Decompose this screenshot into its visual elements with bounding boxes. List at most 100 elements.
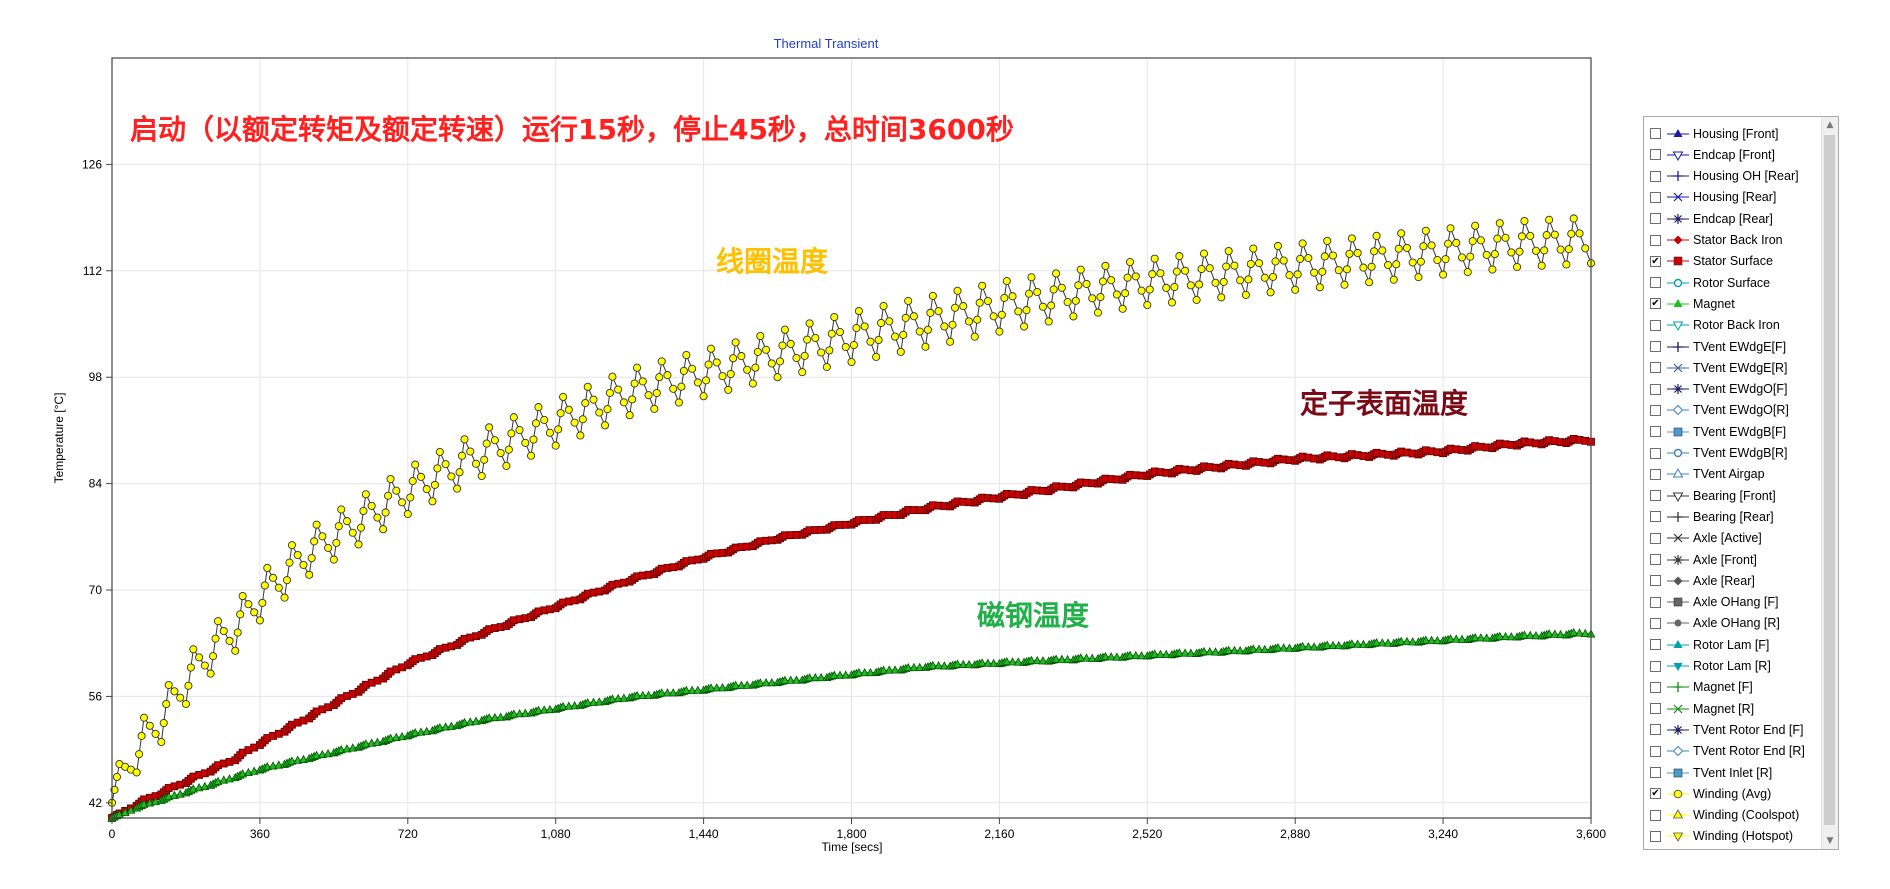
legend-item[interactable]: TVent Inlet [R] — [1650, 762, 1822, 783]
legend-checkbox[interactable] — [1650, 170, 1661, 182]
legend-checkbox[interactable] — [1650, 426, 1661, 438]
legend-checkbox[interactable] — [1650, 639, 1661, 651]
legend-checkbox[interactable]: ✔ — [1650, 298, 1661, 310]
legend-checkbox[interactable] — [1650, 191, 1661, 203]
legend-checkbox[interactable] — [1650, 362, 1661, 374]
data-point — [1217, 293, 1226, 302]
legend-item[interactable]: Housing [Front] — [1650, 123, 1822, 144]
legend-item[interactable]: Axle [Front] — [1650, 549, 1822, 570]
legend-checkbox[interactable] — [1650, 681, 1661, 693]
legend-checkbox[interactable] — [1650, 404, 1661, 416]
data-point — [1260, 644, 1270, 653]
legend-checkbox[interactable] — [1650, 213, 1661, 225]
legend-checkbox[interactable] — [1650, 703, 1661, 715]
legend-label: Winding (Hotspot) — [1693, 829, 1794, 844]
legend-label: Rotor Back Iron — [1693, 318, 1780, 333]
legend-item[interactable]: Bearing [Rear] — [1650, 506, 1822, 527]
annotation-magnet-temperature: 磁钢温度 — [977, 599, 1089, 632]
legend-item[interactable]: TVent EWdgO[R] — [1650, 400, 1822, 421]
legend-checkbox[interactable] — [1650, 277, 1661, 289]
legend-item[interactable]: Endcap [Front] — [1650, 144, 1822, 165]
legend-checkbox[interactable] — [1650, 830, 1661, 842]
legend-checkbox[interactable] — [1650, 724, 1661, 736]
data-point — [1328, 251, 1338, 260]
legend-item[interactable]: TVent EWdgE[R] — [1650, 357, 1822, 378]
data-point — [1439, 270, 1448, 279]
x-axis-title: Time [secs] — [822, 840, 883, 854]
legend-checkbox[interactable] — [1650, 575, 1661, 587]
y-tick-label: 126 — [82, 157, 102, 171]
legend-item[interactable]: ✔ Magnet — [1650, 293, 1822, 314]
legend-item[interactable]: Axle OHang [F] — [1650, 592, 1822, 613]
legend-item[interactable]: Axle [Active] — [1650, 528, 1822, 549]
data-point — [1359, 263, 1368, 272]
legend-item[interactable]: Winding (Hotspot) — [1650, 826, 1822, 847]
legend-checkbox[interactable] — [1650, 490, 1661, 502]
legend-checkbox[interactable] — [1650, 617, 1661, 629]
legend-checkbox[interactable] — [1650, 383, 1661, 395]
legend-checkbox[interactable] — [1650, 809, 1661, 821]
legend-checkbox[interactable] — [1650, 532, 1661, 544]
legend-checkbox[interactable]: ✔ — [1650, 788, 1661, 800]
legend-item[interactable]: Housing [Rear] — [1650, 187, 1822, 208]
data-point — [1249, 244, 1258, 253]
data-point — [841, 670, 851, 679]
legend-panel[interactable]: Housing [Front] Endcap [Front] Housing OH … — [1643, 116, 1839, 850]
legend-checkbox[interactable] — [1650, 745, 1661, 757]
scrollbar-thumb[interactable] — [1824, 135, 1835, 825]
legend-checkbox[interactable] — [1650, 554, 1661, 565]
legend-item[interactable]: TVent Rotor End [R] — [1650, 741, 1822, 762]
data-point — [1285, 271, 1294, 280]
legend-checkbox[interactable] — [1650, 767, 1661, 778]
legend-label: Endcap [Rear] — [1693, 211, 1773, 226]
legend-item[interactable]: TVent EWdgO[F] — [1650, 379, 1822, 400]
legend-item[interactable]: Magnet [R] — [1650, 698, 1822, 719]
legend-checkbox[interactable] — [1650, 341, 1661, 352]
legend-item[interactable]: Bearing [Front] — [1650, 485, 1822, 506]
data-point — [1537, 261, 1546, 270]
legend-checkbox[interactable] — [1650, 596, 1661, 608]
legend-checkbox[interactable] — [1650, 447, 1661, 459]
legend-checkbox[interactable] — [1650, 660, 1661, 672]
legend-item[interactable]: TVent Airgap — [1650, 464, 1822, 485]
data-point — [619, 398, 628, 407]
legend-item[interactable]: TVent EWdgB[F] — [1650, 421, 1822, 442]
legend-item[interactable]: Rotor Back Iron — [1650, 315, 1822, 336]
data-point — [742, 680, 752, 689]
legend-checkbox[interactable] — [1650, 149, 1661, 161]
legend-item[interactable]: Rotor Lam [R] — [1650, 656, 1822, 677]
data-point — [983, 296, 992, 306]
legend-item[interactable]: Winding (Coolspot) — [1650, 805, 1822, 826]
legend-checkbox[interactable] — [1650, 128, 1661, 139]
legend-item[interactable]: TVent Rotor End [F] — [1650, 719, 1822, 740]
scroll-up-arrow-icon[interactable]: ▲ — [1826, 120, 1834, 130]
legend-item[interactable]: Magnet [F] — [1650, 677, 1822, 698]
legend-item[interactable]: ✔ Winding (Avg) — [1650, 783, 1822, 804]
legend-item[interactable]: ✔ Stator Surface — [1650, 251, 1822, 272]
legend-checkbox[interactable] — [1650, 511, 1661, 523]
legend-scrollbar[interactable]: ▲ ▼ — [1821, 117, 1838, 849]
legend-item[interactable]: TVent EWdgB[R] — [1650, 443, 1822, 464]
legend-item[interactable]: Housing OH [Rear] — [1650, 166, 1822, 187]
legend-item[interactable]: Rotor Surface — [1650, 272, 1822, 293]
legend-item[interactable]: Endcap [Rear] — [1650, 208, 1822, 229]
legend-item[interactable]: Stator Back Iron — [1650, 230, 1822, 251]
data-point — [983, 658, 993, 667]
legend-checkbox[interactable]: ✔ — [1650, 255, 1661, 267]
legend-item[interactable]: Axle [Rear] — [1650, 570, 1822, 591]
legend-checkbox[interactable] — [1650, 319, 1661, 331]
data-point — [1562, 260, 1571, 269]
legend-checkbox[interactable] — [1650, 234, 1661, 246]
data-point — [1347, 234, 1356, 243]
data-point — [1421, 635, 1431, 644]
data-point — [773, 373, 782, 382]
scroll-down-arrow-icon[interactable]: ▼ — [1826, 836, 1834, 846]
legend-checkbox[interactable] — [1650, 468, 1661, 480]
legend-item[interactable]: Axle OHang [R] — [1650, 613, 1822, 634]
data-point — [1365, 278, 1374, 287]
data-point — [1506, 632, 1516, 641]
legend-item[interactable]: Rotor Lam [F] — [1650, 634, 1822, 655]
data-point — [287, 756, 297, 765]
legend-marker-icon — [1667, 424, 1689, 440]
legend-item[interactable]: TVent EWdgE[F] — [1650, 336, 1822, 357]
